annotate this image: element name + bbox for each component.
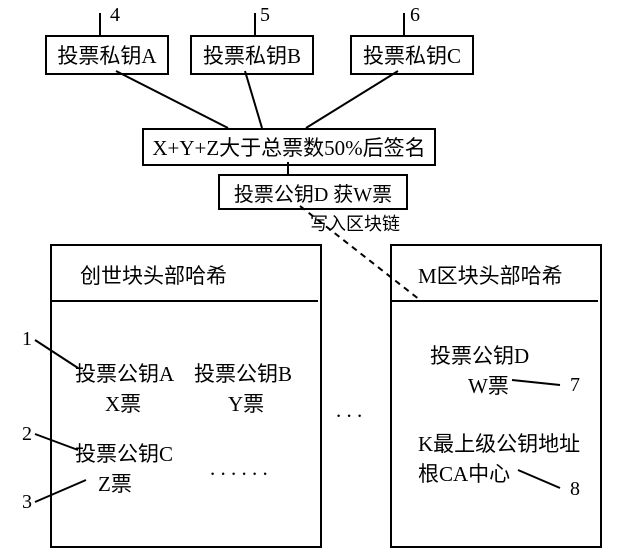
y-votes: Y票 [228,388,264,418]
write-chain-label: 写入区块链 [310,210,400,236]
sign-condition-box: X+Y+Z大于总票数50%后签名 [142,128,436,166]
private-key-b: 投票私钥B [190,35,314,75]
private-key-a: 投票私钥A [45,35,169,75]
callout-1: 1 [22,328,32,351]
root-ca: 根CA中心 [418,458,510,488]
callout-5: 5 [260,4,270,27]
callout-2: 2 [22,423,32,446]
callout-3: 3 [22,491,32,514]
genesis-header: 创世块头部哈希 [80,260,227,290]
w-votes: W票 [468,370,509,400]
k-addr: K最上级公钥地址 [418,428,580,458]
callout-8: 8 [570,478,580,501]
pubkey-d: 投票公钥D [430,340,529,370]
left-dots: . . . . . . [210,456,268,481]
genesis-divider [50,300,318,302]
x-votes: X票 [105,388,141,418]
mid-dots: . . . [336,398,362,423]
pubkey-b: 投票公钥B [194,358,292,388]
pubkey-d-box: 投票公钥D 获W票 [218,174,408,210]
z-votes: Z票 [98,468,132,498]
callout-6: 6 [410,4,420,27]
pubkey-c: 投票公钥C [75,438,173,468]
pubkey-a: 投票公钥A [75,358,174,388]
m-header: M区块头部哈希 [418,260,563,290]
m-divider [390,300,598,302]
private-key-c: 投票私钥C [350,35,474,75]
callout-4: 4 [110,4,120,27]
callout-7: 7 [570,374,580,397]
